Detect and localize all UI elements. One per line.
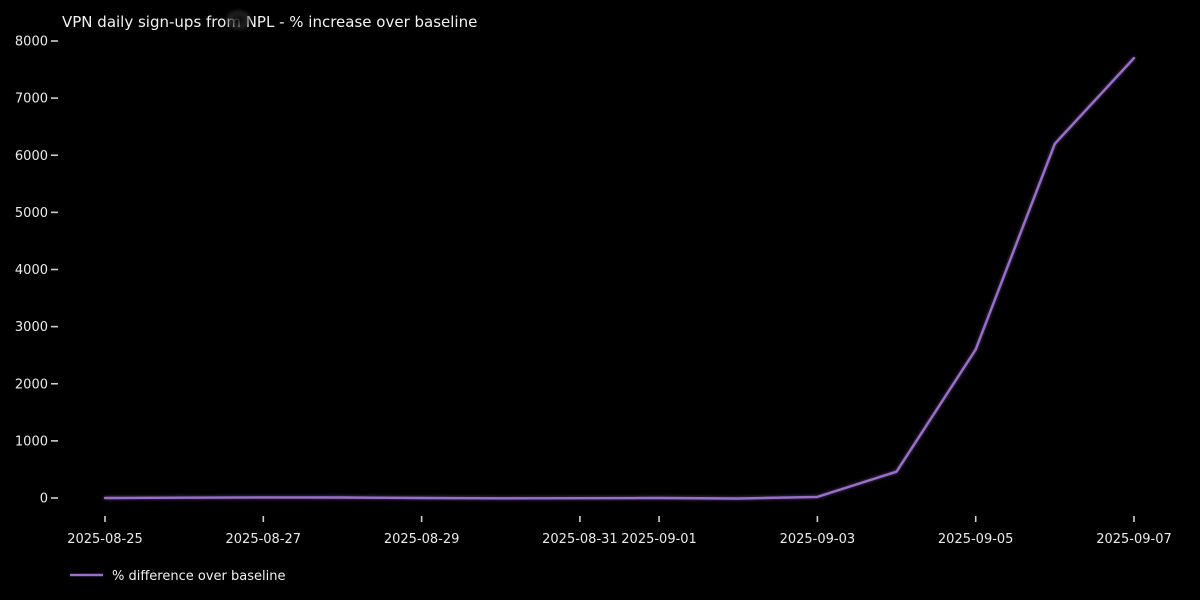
- y-tick-label: 6000: [15, 149, 48, 164]
- y-tick-label: 4000: [15, 263, 48, 278]
- x-tick-label: 2025-09-03: [780, 532, 856, 547]
- legend-label: % difference over baseline: [112, 569, 285, 584]
- series-line: [103, 56, 1136, 500]
- chart-title: VPN daily sign-ups from NPL - % increase…: [62, 13, 477, 31]
- x-tick-label: 2025-09-07: [1096, 532, 1172, 547]
- y-tick-label: 7000: [15, 92, 48, 107]
- x-axis: 2025-08-25 2025-08-27 2025-08-29 2025-08-31…: [67, 516, 1172, 547]
- y-axis: 0 1000 2000 3000 4000 5000 6000 7000 8000: [15, 35, 58, 507]
- plot-area: [103, 56, 1136, 500]
- y-tick-label: 2000: [15, 377, 48, 392]
- x-tick-label: 2025-08-29: [384, 532, 460, 547]
- x-tick-label: 2025-08-25: [67, 532, 143, 547]
- y-tick-label: 8000: [15, 35, 48, 50]
- x-tick-label: 2025-08-27: [226, 532, 302, 547]
- y-tick-label: 3000: [15, 320, 48, 335]
- legend: % difference over baseline: [70, 569, 285, 584]
- y-tick-label: 5000: [15, 206, 48, 221]
- x-tick-label: 2025-09-01: [621, 532, 697, 547]
- x-tick-label: 2025-09-05: [938, 532, 1014, 547]
- x-tick-label: 2025-08-31: [542, 532, 618, 547]
- y-tick-label: 1000: [15, 434, 48, 449]
- y-tick-label: 0: [40, 492, 48, 507]
